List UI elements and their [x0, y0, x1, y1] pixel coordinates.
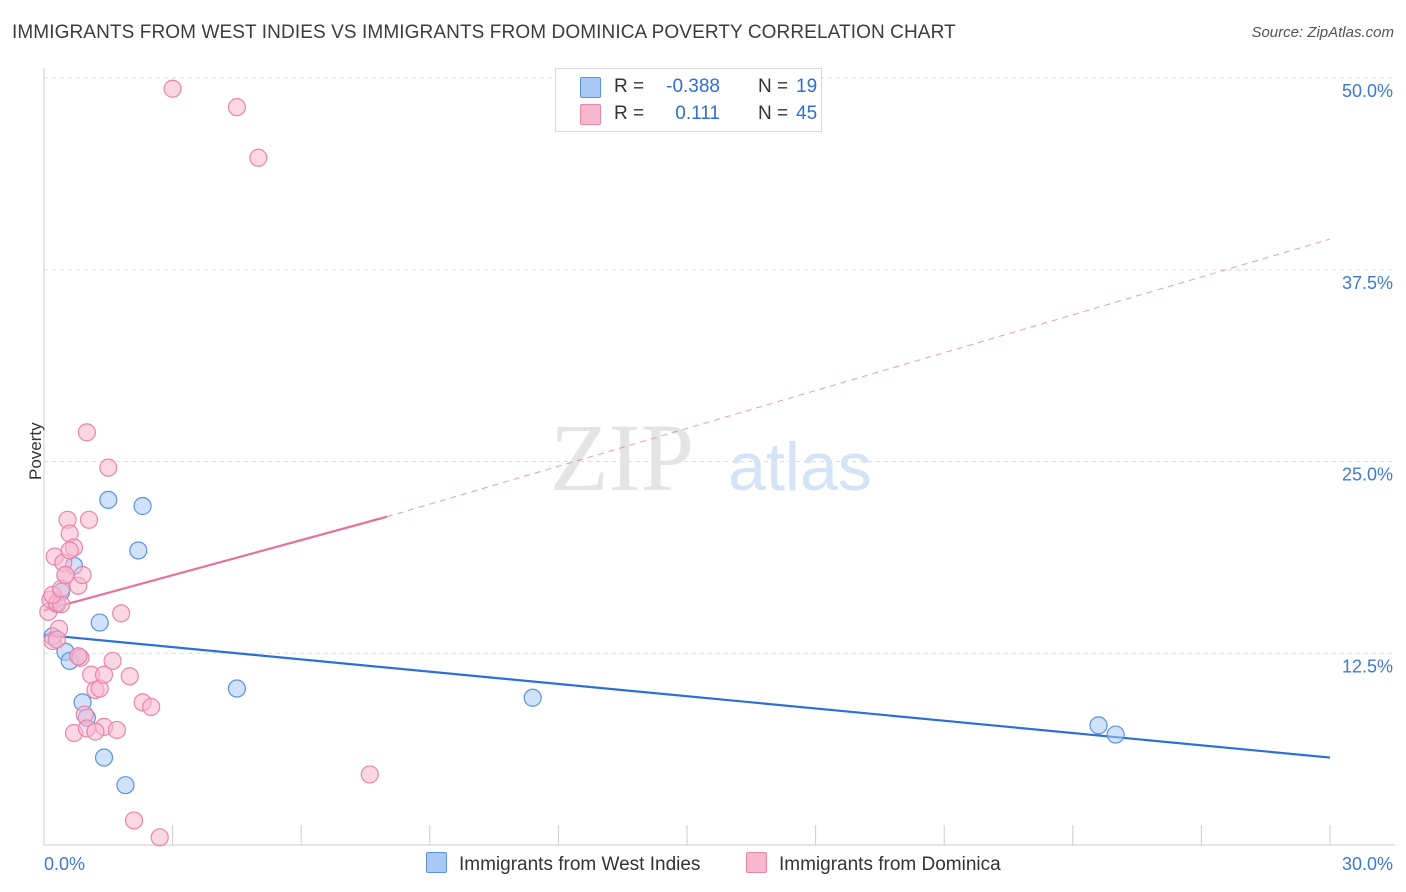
grid-lines: [44, 77, 1395, 654]
point-dominica: [56, 565, 75, 585]
watermark-atlas: atlas: [728, 429, 872, 505]
point-west-indies: [94, 748, 114, 767]
bottom-legend-swatch-west-indies: [426, 852, 447, 873]
legend-swatch-west-indies: [580, 77, 601, 98]
trend-line-dominica: [43, 515, 388, 612]
x-tick-label: 30.0%: [1342, 854, 1393, 874]
axes: [43, 68, 1395, 846]
bottom-legend-label-west-indies: Immigrants from West Indies: [459, 854, 701, 875]
point-dominica: [163, 79, 182, 98]
y-tick-label: 37.5%: [1342, 273, 1393, 293]
legend-r-value: -0.388: [666, 76, 720, 97]
point-west-indies: [116, 776, 135, 795]
correlation-legend: R = -0.388 N = 19 R = 0.111 N = 45: [555, 68, 822, 132]
y-tick-label: 50.0%: [1342, 81, 1393, 101]
point-dominica: [103, 651, 122, 671]
point-dominica: [227, 98, 246, 117]
y-axis-label: Poverty: [26, 422, 45, 480]
legend-r-label: R =: [614, 76, 645, 97]
legend-n-value: 19: [796, 76, 818, 97]
trend-line-dominica-extension: [386, 238, 1331, 518]
legend-swatch-dominica: [580, 104, 601, 125]
point-west-indies: [90, 613, 109, 632]
point-dominica: [47, 630, 66, 649]
x-tick-label: 0.0%: [44, 854, 85, 874]
legend-n-label: N =: [758, 103, 789, 124]
point-dominica: [77, 423, 96, 442]
point-dominica: [112, 604, 131, 623]
point-dominica: [249, 148, 268, 167]
point-west-indies: [523, 688, 542, 707]
tick-labels: 12.5% 25.0% 37.5% 50.0% 0.0% 30.0%: [44, 81, 1393, 874]
bottom-legend-label-dominica: Immigrants from Dominica: [779, 854, 1001, 875]
point-dominica: [142, 697, 161, 717]
point-west-indies: [1106, 725, 1125, 744]
point-west-indies: [129, 541, 148, 560]
point-dominica: [86, 722, 105, 741]
bottom-legend-swatch-dominica: [746, 852, 767, 873]
point-dominica: [360, 765, 379, 784]
watermark-zip: ZIP: [550, 404, 694, 511]
chart-title: IMMIGRANTS FROM WEST INDIES VS IMMIGRANT…: [12, 22, 956, 43]
point-west-indies: [1089, 716, 1108, 735]
point-dominica: [73, 565, 92, 585]
point-dominica: [99, 458, 118, 477]
point-west-indies: [227, 679, 246, 698]
y-tick-label: 12.5%: [1342, 656, 1393, 676]
legend-r-value: 0.111: [675, 103, 720, 124]
point-dominica: [120, 667, 139, 686]
watermark: ZIP atlas: [550, 404, 872, 511]
point-dominica: [79, 510, 99, 529]
point-dominica: [94, 665, 114, 684]
legend-r-label: R =: [614, 103, 645, 124]
point-dominica: [150, 828, 169, 847]
point-dominica: [60, 541, 79, 560]
point-dominica: [107, 720, 126, 740]
legend-n-label: N =: [758, 76, 789, 97]
bottom-legend-west-indies: Immigrants from West Indies: [426, 852, 700, 876]
y-tick-label: 25.0%: [1342, 465, 1393, 485]
legend-n-value: 45: [796, 103, 818, 124]
source-label: Source: ZipAtlas.com: [1251, 24, 1394, 41]
bottom-legend-dominica: Immigrants from Dominica: [746, 852, 1001, 876]
data-points: [39, 79, 1125, 847]
point-west-indies: [133, 496, 152, 516]
point-dominica: [124, 811, 144, 830]
point-dominica: [69, 647, 88, 666]
point-west-indies: [99, 490, 118, 509]
